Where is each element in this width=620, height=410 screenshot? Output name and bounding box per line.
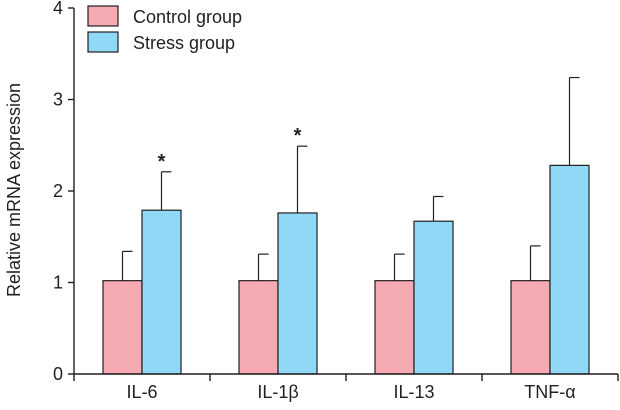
legend-swatch xyxy=(87,31,119,53)
legend-swatch xyxy=(87,5,119,27)
y-tick-label: 2 xyxy=(53,181,63,201)
y-axis-title: Relative mRNA expression xyxy=(4,83,24,297)
x-tick-label: IL-6 xyxy=(126,382,157,402)
significance-marker: * xyxy=(158,151,166,173)
bar xyxy=(238,280,279,375)
y-tick-label: 1 xyxy=(53,273,63,293)
bar xyxy=(510,280,551,375)
y-tick-label: 3 xyxy=(53,90,63,110)
bar xyxy=(102,280,143,375)
y-tick-label: 4 xyxy=(53,0,63,18)
x-tick-label: TNF-α xyxy=(524,382,575,402)
legend: Control group Stress group xyxy=(87,5,242,53)
significance-marker: * xyxy=(294,125,302,147)
legend-label: Stress group xyxy=(133,33,235,53)
axes-layer: IL-6 IL-1β IL-13 TNF-α 0 1 2 3 4 xyxy=(53,0,619,402)
bar xyxy=(549,164,590,375)
bars-layer: ** xyxy=(102,76,590,375)
x-tick-label: IL-13 xyxy=(393,382,434,402)
y-tick-label: 0 xyxy=(53,364,63,384)
bar xyxy=(141,209,182,375)
legend-label: Control group xyxy=(133,7,242,27)
bar xyxy=(374,280,415,375)
bar xyxy=(277,212,318,375)
x-tick-label: IL-1β xyxy=(257,382,298,402)
bar xyxy=(413,220,454,375)
